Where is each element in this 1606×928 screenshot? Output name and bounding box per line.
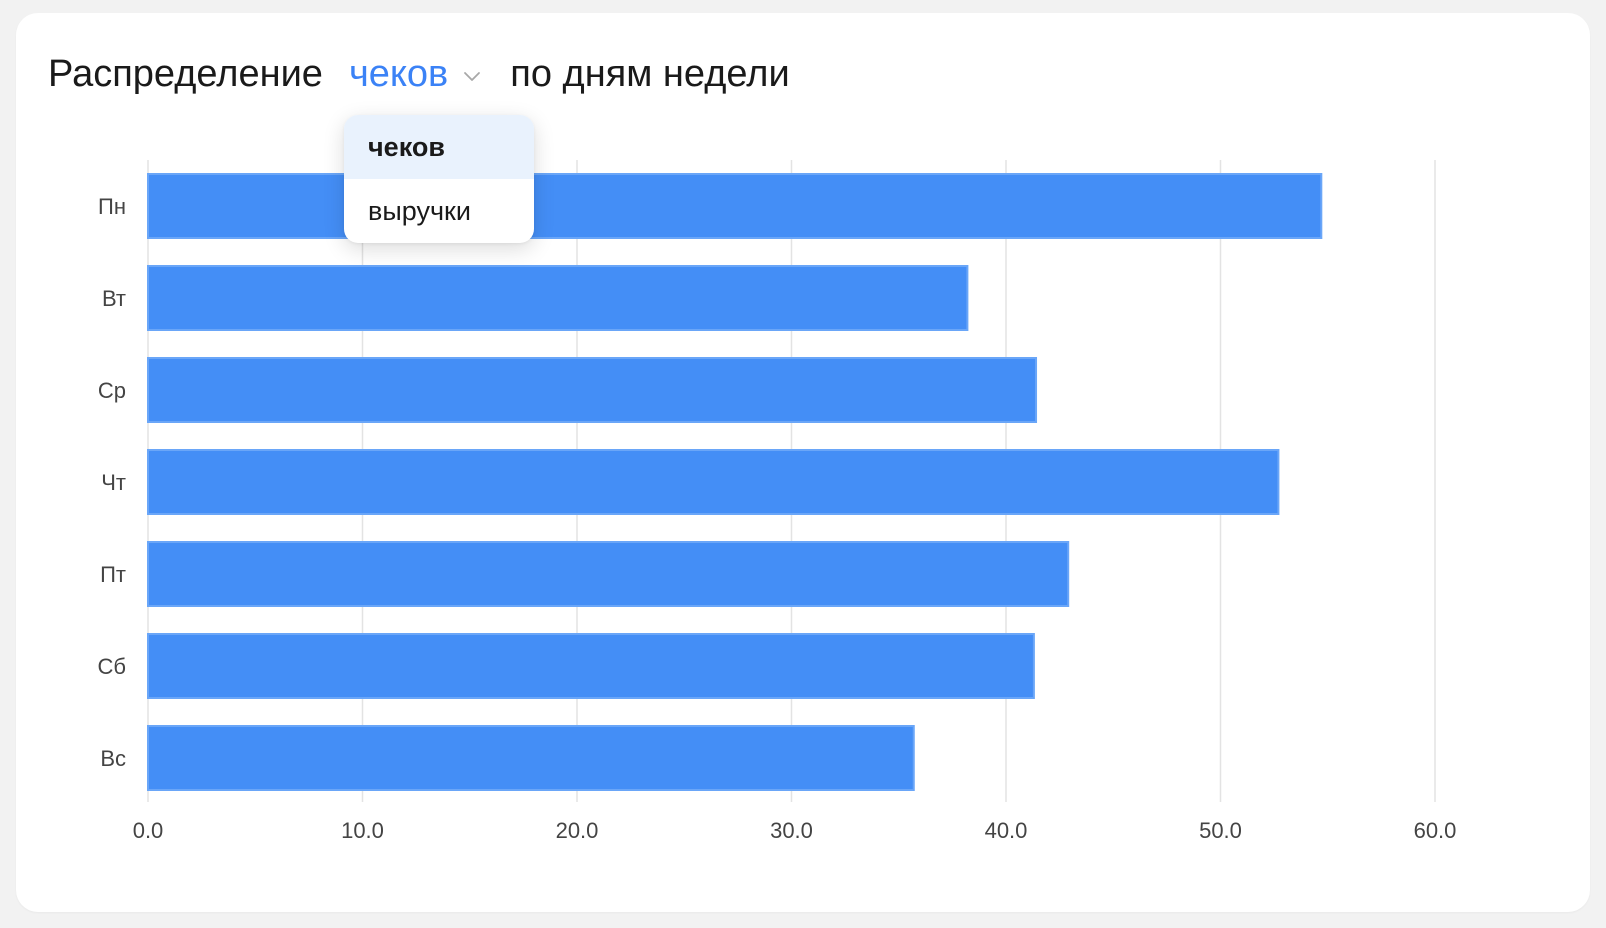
x-tick-label: 30.0 xyxy=(770,818,813,843)
y-tick-label: Сб xyxy=(98,654,127,679)
bar xyxy=(147,265,969,331)
bar xyxy=(147,173,1323,239)
chevron-down-icon xyxy=(464,72,481,81)
y-tick-label: Чт xyxy=(101,470,126,495)
menu-option-checks[interactable]: чеков xyxy=(344,115,534,179)
metric-selector-label: чеков xyxy=(348,52,449,95)
x-tick-label: 40.0 xyxy=(985,818,1028,843)
y-tick-label: Пт xyxy=(100,562,126,587)
title-prefix: Распределение xyxy=(48,52,323,95)
bar xyxy=(147,541,1070,607)
bar xyxy=(147,725,915,791)
title-suffix: по дням недели xyxy=(510,52,790,95)
metric-dropdown-menu: чеков выручки xyxy=(344,115,534,243)
chart-title: Распределение чеков по дням недели xyxy=(48,49,790,99)
x-tick-label: 20.0 xyxy=(556,818,599,843)
x-tick-label: 10.0 xyxy=(341,818,384,843)
y-tick-label: Ср xyxy=(98,378,126,403)
x-tick-label: 50.0 xyxy=(1199,818,1242,843)
bar xyxy=(147,449,1280,515)
menu-option-revenue[interactable]: выручки xyxy=(368,196,471,226)
y-tick-label: Вт xyxy=(102,286,126,311)
x-tick-label: 0.0 xyxy=(133,818,164,843)
x-tick-label: 60.0 xyxy=(1414,818,1457,843)
y-tick-label: Вс xyxy=(100,746,126,771)
bar xyxy=(147,633,1035,699)
metric-selector[interactable]: чеков xyxy=(349,53,484,96)
bar xyxy=(147,357,1038,423)
y-tick-label: Пн xyxy=(98,194,126,219)
